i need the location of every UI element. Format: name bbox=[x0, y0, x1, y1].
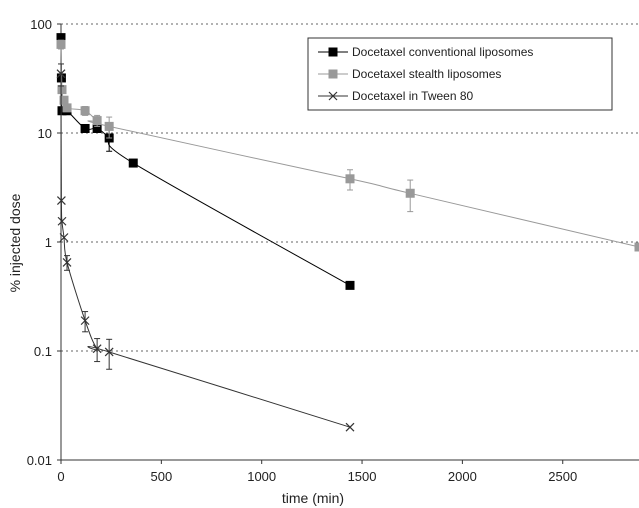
legend-item: Docetaxel stealth liposomes bbox=[318, 67, 501, 81]
data-point bbox=[62, 257, 72, 267]
error-bar bbox=[58, 63, 64, 87]
data-point bbox=[345, 280, 355, 290]
data-point bbox=[57, 85, 67, 95]
data-point bbox=[56, 196, 66, 205]
gridlines bbox=[61, 23, 639, 352]
data-point bbox=[92, 123, 102, 133]
data-point bbox=[128, 158, 138, 168]
x-axis-title: time (min) bbox=[282, 490, 344, 506]
legend-item: Docetaxel in Tween 80 bbox=[318, 89, 474, 103]
y-tick-label: 100 bbox=[30, 17, 52, 32]
data-point bbox=[57, 216, 67, 226]
x-tick-label: 0 bbox=[57, 469, 64, 484]
data-point bbox=[104, 121, 114, 131]
data-point bbox=[345, 422, 355, 432]
data-point bbox=[634, 242, 639, 252]
legend: Docetaxel conventional liposomes Docetaxe… bbox=[307, 37, 613, 111]
data-point bbox=[92, 116, 102, 126]
y-tick-label: 0.01 bbox=[27, 453, 52, 468]
x-tick-label: 2000 bbox=[448, 469, 477, 484]
x-tick-label: 1000 bbox=[247, 469, 276, 484]
data-point bbox=[328, 69, 338, 79]
error-bar bbox=[82, 311, 89, 333]
data-point bbox=[405, 188, 415, 198]
data-point bbox=[62, 103, 72, 113]
data-point bbox=[104, 347, 114, 357]
series-marks bbox=[56, 33, 639, 432]
data-point bbox=[80, 316, 90, 326]
data-point bbox=[80, 123, 90, 133]
data-point bbox=[92, 344, 102, 354]
y-tick-label: 10 bbox=[38, 126, 52, 141]
legend-label: Docetaxel conventional liposomes bbox=[352, 45, 533, 59]
error-bar bbox=[106, 338, 113, 370]
data-point bbox=[57, 106, 67, 116]
legend-box bbox=[307, 37, 613, 111]
x-tick-label: 500 bbox=[150, 469, 172, 484]
data-point bbox=[56, 33, 66, 43]
x-tick-label: 1500 bbox=[348, 469, 377, 484]
data-point bbox=[80, 106, 90, 116]
legend-label: Docetaxel stealth liposomes bbox=[352, 67, 501, 81]
x-tick-label: 2500 bbox=[548, 469, 577, 484]
data-point bbox=[59, 233, 69, 242]
data-point bbox=[56, 39, 66, 49]
series-line bbox=[60, 73, 351, 428]
legend-item: Docetaxel conventional liposomes bbox=[318, 45, 533, 59]
data-point bbox=[328, 47, 338, 57]
series-2 bbox=[56, 39, 639, 252]
data-point bbox=[345, 174, 355, 184]
series-3 bbox=[56, 63, 355, 432]
data-point bbox=[328, 91, 338, 101]
y-tick-label: 1 bbox=[45, 235, 52, 250]
y-tick-label: 0.1 bbox=[34, 344, 52, 359]
error-bar bbox=[94, 338, 101, 363]
data-point bbox=[59, 95, 69, 105]
y-axis-title: % injected dose bbox=[7, 193, 23, 292]
series-line bbox=[60, 37, 351, 286]
data-point bbox=[56, 69, 66, 79]
legend-label: Docetaxel in Tween 80 bbox=[352, 89, 474, 103]
